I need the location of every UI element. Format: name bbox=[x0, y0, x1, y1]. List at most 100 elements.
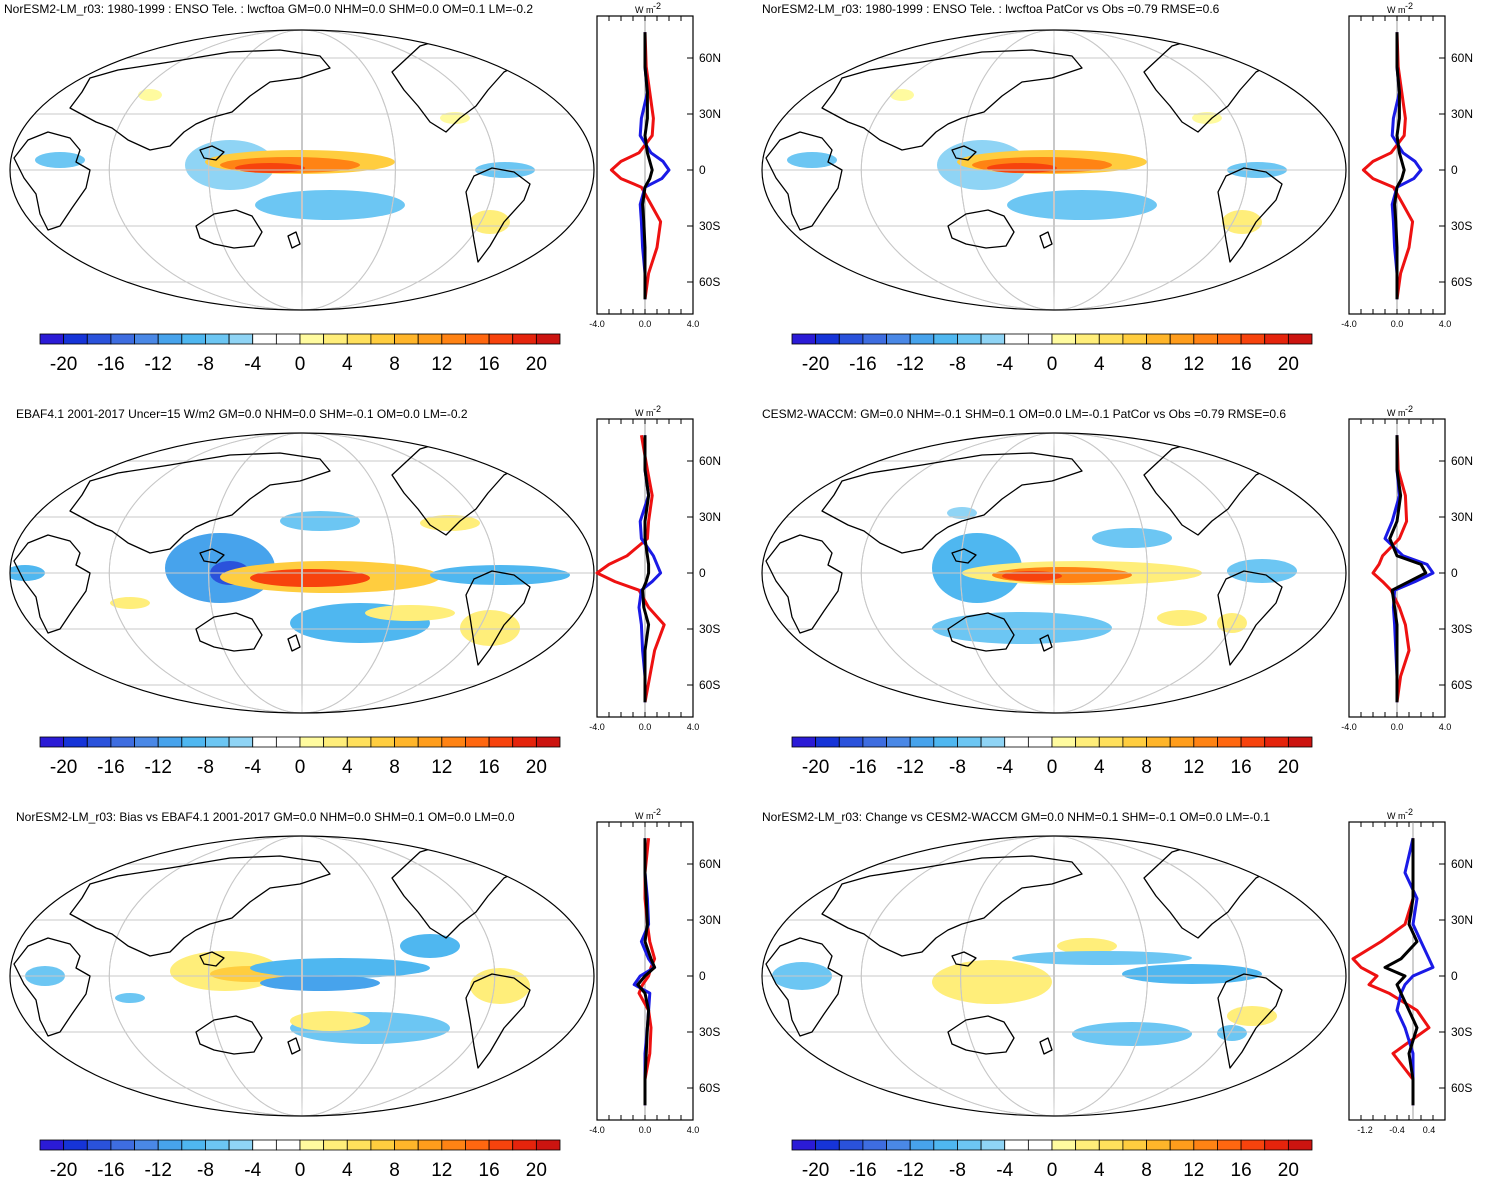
colorbar-swatch bbox=[815, 333, 840, 345]
field-anomaly-region bbox=[1217, 613, 1247, 633]
coastline bbox=[951, 548, 977, 564]
zonal-mean-profile: -4.0 0.0 4.0 60N 30N 0 30S 60S W m -2 bbox=[589, 807, 721, 1135]
colorbar-swatch bbox=[275, 1139, 301, 1151]
colorbar-swatch bbox=[1051, 736, 1077, 748]
colorbar-swatch bbox=[417, 333, 443, 345]
colorbar-label: 8 bbox=[1141, 757, 1152, 778]
colorbar-swatch bbox=[488, 333, 514, 345]
colorbar-label: 4 bbox=[342, 757, 353, 778]
colorbar-swatch bbox=[512, 1139, 537, 1151]
colorbar-swatch bbox=[791, 333, 817, 345]
units-exponent: -2 bbox=[1405, 807, 1413, 817]
colorbar-swatch bbox=[252, 736, 277, 748]
latitude-label: 30S bbox=[699, 1025, 720, 1039]
colorbar-label: 4 bbox=[342, 354, 353, 375]
coastline bbox=[485, 35, 521, 53]
colorbar-swatch bbox=[909, 1139, 935, 1151]
colorbar-swatch bbox=[1098, 333, 1124, 345]
latitude-label: 0 bbox=[1451, 566, 1458, 580]
colorbar-label: 4 bbox=[342, 1160, 353, 1181]
coastline bbox=[1039, 1037, 1053, 1055]
colorbar-swatch bbox=[1193, 736, 1218, 748]
colorbar-swatch bbox=[86, 736, 112, 748]
colorbar-label: 20 bbox=[1278, 1160, 1299, 1181]
colorbar-label: 12 bbox=[431, 354, 452, 375]
field-anomaly-region bbox=[400, 934, 460, 958]
coastline bbox=[947, 209, 1015, 249]
colorbar-label: -4 bbox=[996, 757, 1013, 778]
colorbar: -20 -16 -12 -8 -4 0 4 8 12 16 20 bbox=[791, 333, 1313, 375]
colorbar-label: -20 bbox=[50, 1160, 77, 1181]
zonal-mean-line-black bbox=[1388, 435, 1428, 703]
colorbar-swatch bbox=[1075, 1139, 1100, 1151]
coastline bbox=[765, 131, 843, 231]
colorbar-swatch bbox=[205, 1139, 230, 1151]
field-anomaly-region bbox=[1072, 1022, 1192, 1046]
colorbar-label: -16 bbox=[97, 757, 124, 778]
colorbar-label: -4 bbox=[244, 354, 261, 375]
colorbar-label: 20 bbox=[1278, 757, 1299, 778]
colorbar-label: 4 bbox=[1094, 354, 1105, 375]
zonal-mean-profile: -1.2 -0.4 0.4 60N 30N 0 30S 60S W m -2 bbox=[1348, 807, 1473, 1135]
colorbar-swatch bbox=[63, 736, 88, 748]
colorbar-swatch bbox=[1122, 1139, 1147, 1151]
colorbar-swatch bbox=[1287, 736, 1313, 748]
colorbar-label: 16 bbox=[1231, 1160, 1252, 1181]
field-anomaly-region bbox=[1012, 951, 1192, 965]
colorbar-swatch bbox=[862, 1139, 887, 1151]
panel-plot: -20 -16 -12 -8 -4 0 4 8 12 16 20 -4.0 0.0 4.0 60N 30N 0 3… bbox=[9, 404, 721, 778]
coastline bbox=[1237, 438, 1273, 456]
colorbar-swatch bbox=[323, 736, 348, 748]
colorbar-swatch bbox=[134, 736, 159, 748]
colorbar-label: -4 bbox=[244, 1160, 261, 1181]
panel-plot: -20 -16 -12 -8 -4 0 4 8 12 16 20 -4.0 0.0 4.0 60N 30N 0 3… bbox=[761, 404, 1473, 778]
field-anomaly-region bbox=[250, 958, 430, 978]
x-tick-label: 0.0 bbox=[1391, 319, 1404, 329]
colorbar-swatch bbox=[86, 333, 112, 345]
coastline bbox=[1237, 35, 1273, 53]
panel-title: NorESM2-LM_r03: 1980-1999 : ENSO Tele. :… bbox=[762, 2, 1220, 16]
field-anomaly-region bbox=[890, 89, 914, 101]
colorbar-label: 8 bbox=[389, 1160, 400, 1181]
panel-plot: -20 -16 -12 -8 -4 0 4 8 12 16 20 -1.2 -0.4 0.4 60N 30N 0… bbox=[761, 807, 1473, 1181]
panel-title: EBAF4.1 2001-2017 Uncer=15 W/m2 GM=0.0 N… bbox=[16, 407, 468, 421]
colorbar-swatch bbox=[1169, 333, 1195, 345]
longitude-gridline bbox=[208, 30, 396, 310]
colorbar-label: 16 bbox=[1231, 757, 1252, 778]
map-border bbox=[9, 835, 595, 1117]
colorbar-swatch bbox=[346, 333, 372, 345]
zonal-mean-line-black bbox=[1383, 838, 1419, 1106]
colorbar-swatch bbox=[886, 1139, 911, 1151]
longitude-gridline bbox=[108, 836, 496, 1116]
colorbar-swatch bbox=[323, 1139, 348, 1151]
colorbar-swatch bbox=[39, 1139, 65, 1151]
colorbar-swatch bbox=[535, 333, 561, 345]
colorbar-label: 0 bbox=[1047, 354, 1058, 375]
field-anomaly-region bbox=[250, 569, 370, 587]
colorbar-label: 20 bbox=[526, 757, 547, 778]
coastline bbox=[13, 937, 91, 1037]
panel-title: NorESM2-LM_r03: Bias vs EBAF4.1 2001-201… bbox=[16, 810, 515, 824]
colorbar-label: -12 bbox=[144, 757, 171, 778]
x-tick-label: -4.0 bbox=[589, 1125, 605, 1135]
latitude-label: 30N bbox=[699, 107, 721, 121]
coastline bbox=[1217, 167, 1283, 263]
longitude-gridline bbox=[860, 836, 1248, 1116]
colorbar-swatch bbox=[838, 736, 864, 748]
latitude-label: 60N bbox=[699, 857, 721, 871]
coastline bbox=[69, 855, 331, 957]
field-anomaly-region bbox=[1192, 112, 1222, 124]
coastline bbox=[1217, 973, 1283, 1069]
map-border bbox=[9, 29, 595, 311]
longitude-gridline bbox=[960, 836, 1148, 1116]
colorbar-swatch bbox=[957, 736, 982, 748]
coastline bbox=[951, 145, 977, 161]
coastline bbox=[287, 634, 301, 652]
units-label: W m bbox=[635, 408, 654, 418]
units-exponent: -2 bbox=[653, 404, 661, 414]
panel-plot: -20 -16 -12 -8 -4 0 4 8 12 16 20 -4.0 0.0 4.0 60N 30N 0 3… bbox=[9, 807, 721, 1181]
latitude-label: 30S bbox=[1451, 219, 1472, 233]
field-anomaly-region bbox=[430, 565, 570, 585]
zonal-mean-line-black bbox=[636, 838, 657, 1106]
colorbar-label: 12 bbox=[431, 1160, 452, 1181]
